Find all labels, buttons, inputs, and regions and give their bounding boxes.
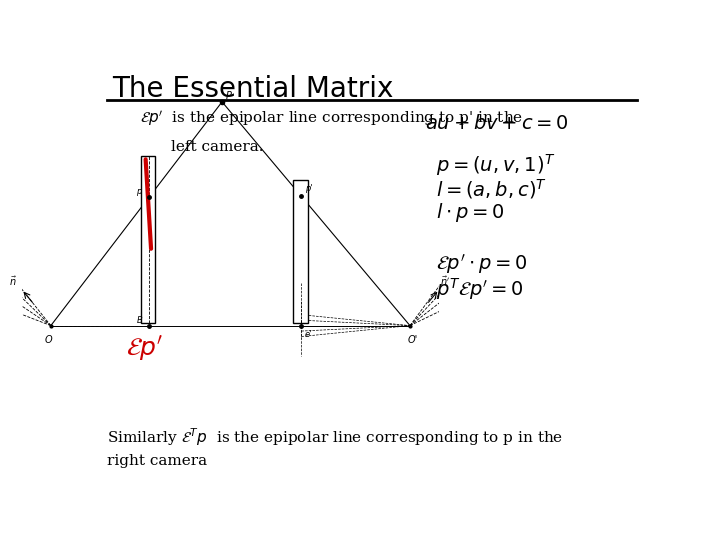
Text: P: P xyxy=(225,91,231,101)
Text: $\mathcal{E}p'\cdot p = 0$: $\mathcal{E}p'\cdot p = 0$ xyxy=(436,252,527,276)
Text: $\vec{n}$: $\vec{n}$ xyxy=(9,275,17,288)
Text: $p = (u,v,1)^T$: $p = (u,v,1)^T$ xyxy=(436,152,555,178)
Text: e': e' xyxy=(305,329,312,339)
Text: p': p' xyxy=(305,185,312,193)
Text: $\vec{n}'$: $\vec{n}'$ xyxy=(440,275,450,288)
Text: left camera.: left camera. xyxy=(171,140,264,154)
Text: $l = (a,b,c)^T$: $l = (a,b,c)^T$ xyxy=(436,178,547,201)
Text: p: p xyxy=(135,187,141,197)
Text: $p^T \mathcal{E} p' = 0$: $p^T \mathcal{E} p' = 0$ xyxy=(436,276,523,302)
Text: $\mathcal{E}p'$  is the epipolar line corresponding to p' in the: $\mathcal{E}p'$ is the epipolar line cor… xyxy=(140,109,523,128)
Text: The Essential Matrix: The Essential Matrix xyxy=(112,75,394,103)
Polygon shape xyxy=(293,180,307,322)
Text: $au + bv + c = 0$: $au + bv + c = 0$ xyxy=(425,113,569,132)
Text: $l \cdot p = 0$: $l \cdot p = 0$ xyxy=(436,201,505,224)
Text: O: O xyxy=(45,335,52,345)
Text: O': O' xyxy=(408,335,418,345)
Text: $\mathcal{E}p'$: $\mathcal{E}p'$ xyxy=(126,334,163,363)
Text: B: B xyxy=(138,315,143,325)
Text: right camera: right camera xyxy=(107,454,207,468)
Polygon shape xyxy=(140,156,156,322)
Text: Similarly $\mathcal{E}^T p$  is the epipolar line corresponding to p in the: Similarly $\mathcal{E}^T p$ is the epipo… xyxy=(107,427,563,448)
